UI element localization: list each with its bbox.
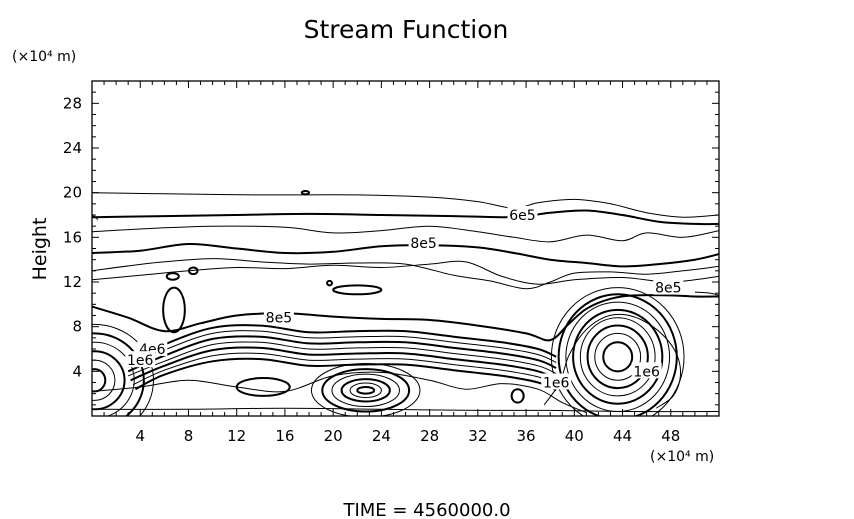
contour-label-bg xyxy=(263,308,294,325)
x-tick-label: 44 xyxy=(613,427,632,445)
x-tick-label: 36 xyxy=(517,427,536,445)
contour-line xyxy=(134,357,557,392)
x-axis-unit: (×10⁴ m) xyxy=(650,449,714,465)
closed-contour xyxy=(594,332,642,381)
contour-line xyxy=(92,192,719,218)
contour-label-bg xyxy=(631,362,662,379)
y-tick-label: 4 xyxy=(72,362,82,380)
closed-contour xyxy=(349,382,382,399)
closed-contour xyxy=(165,272,180,281)
closed-contour xyxy=(602,341,634,373)
contour-line xyxy=(92,209,719,226)
x-tick-label: 4 xyxy=(135,427,145,445)
contour-line xyxy=(92,294,719,342)
x-tick-label: 48 xyxy=(661,427,680,445)
x-tick-label: 12 xyxy=(227,427,246,445)
contour-label: 1e6 xyxy=(633,364,660,380)
contour-line xyxy=(92,225,719,243)
plot-frame xyxy=(91,80,720,417)
x-tick-label: 8 xyxy=(184,427,194,445)
closed-contour xyxy=(235,377,291,397)
contour-label: 1e6 xyxy=(127,353,154,369)
contour-line xyxy=(127,335,557,373)
contour-label: 1e6 xyxy=(543,376,570,392)
contour-label: 8e5 xyxy=(410,236,436,252)
y-axis-label: Height xyxy=(29,218,51,281)
closed-contour xyxy=(510,388,525,404)
y-tick-label: 16 xyxy=(63,228,82,246)
x-tick-label: 28 xyxy=(420,427,439,445)
contour-line xyxy=(132,352,557,386)
x-tick-label: 24 xyxy=(372,427,391,445)
x-tick-label: 32 xyxy=(468,427,487,445)
chart-title: Stream Function xyxy=(304,15,509,44)
closed-contour xyxy=(340,378,391,403)
closed-contour xyxy=(356,385,376,395)
closed-contour xyxy=(92,332,145,416)
closed-contour xyxy=(572,308,664,405)
x-axis-ticks: 4 8 12 16 20 24 28 32 36 40 44 48 xyxy=(91,81,720,445)
closed-contour xyxy=(332,284,383,296)
closed-contour xyxy=(565,301,671,413)
closed-contour xyxy=(92,341,135,416)
contour-label-bg xyxy=(125,351,156,368)
contour-line xyxy=(92,258,719,290)
closed-contour xyxy=(188,266,199,276)
closed-contour xyxy=(557,293,678,416)
closed-contour xyxy=(579,317,656,397)
closed-contour xyxy=(331,373,400,408)
contour-line xyxy=(694,291,719,296)
y-tick-label: 24 xyxy=(63,139,82,157)
y-tick-label: 20 xyxy=(63,184,82,202)
contour-line xyxy=(92,260,719,285)
closed-contour xyxy=(310,363,421,416)
contour-label: 8e5 xyxy=(655,281,681,297)
y-tick-label: 12 xyxy=(63,273,82,291)
x-tick-label: 40 xyxy=(565,427,584,445)
y-axis-ticks: 4 8 12 16 20 24 28 xyxy=(63,80,719,417)
contour-lines xyxy=(92,189,719,416)
closed-contour xyxy=(300,189,311,196)
contour-line xyxy=(92,214,99,220)
closed-contour xyxy=(321,368,411,413)
closed-contour xyxy=(162,286,186,334)
contour-label: 6e5 xyxy=(509,208,535,224)
time-footer: TIME = 4560000.0 xyxy=(342,500,510,519)
contour-line xyxy=(127,324,557,364)
closed-contour xyxy=(326,279,333,287)
contour-label-bg xyxy=(541,373,572,390)
closed-contour xyxy=(92,323,154,416)
contour-line xyxy=(128,341,557,377)
closed-contour xyxy=(586,324,649,390)
contour-label-bg xyxy=(507,206,538,222)
contour-line xyxy=(92,371,587,414)
contour-label-bg xyxy=(408,233,439,250)
contour-label-bg xyxy=(653,278,684,295)
closed-contour xyxy=(550,287,685,416)
closed-contour xyxy=(92,368,107,393)
contour-line xyxy=(92,242,719,268)
y-tick-label: 8 xyxy=(72,318,82,336)
contour-label: 8e5 xyxy=(266,311,292,327)
y-axis-unit: (×10⁴ m) xyxy=(12,49,76,65)
x-tick-label: 20 xyxy=(324,427,343,445)
y-tick-label: 28 xyxy=(63,94,82,112)
contour-line xyxy=(543,313,682,409)
x-tick-label: 16 xyxy=(275,427,294,445)
contour-line xyxy=(130,346,557,382)
closed-contour xyxy=(92,350,126,411)
contour-line xyxy=(127,330,557,368)
